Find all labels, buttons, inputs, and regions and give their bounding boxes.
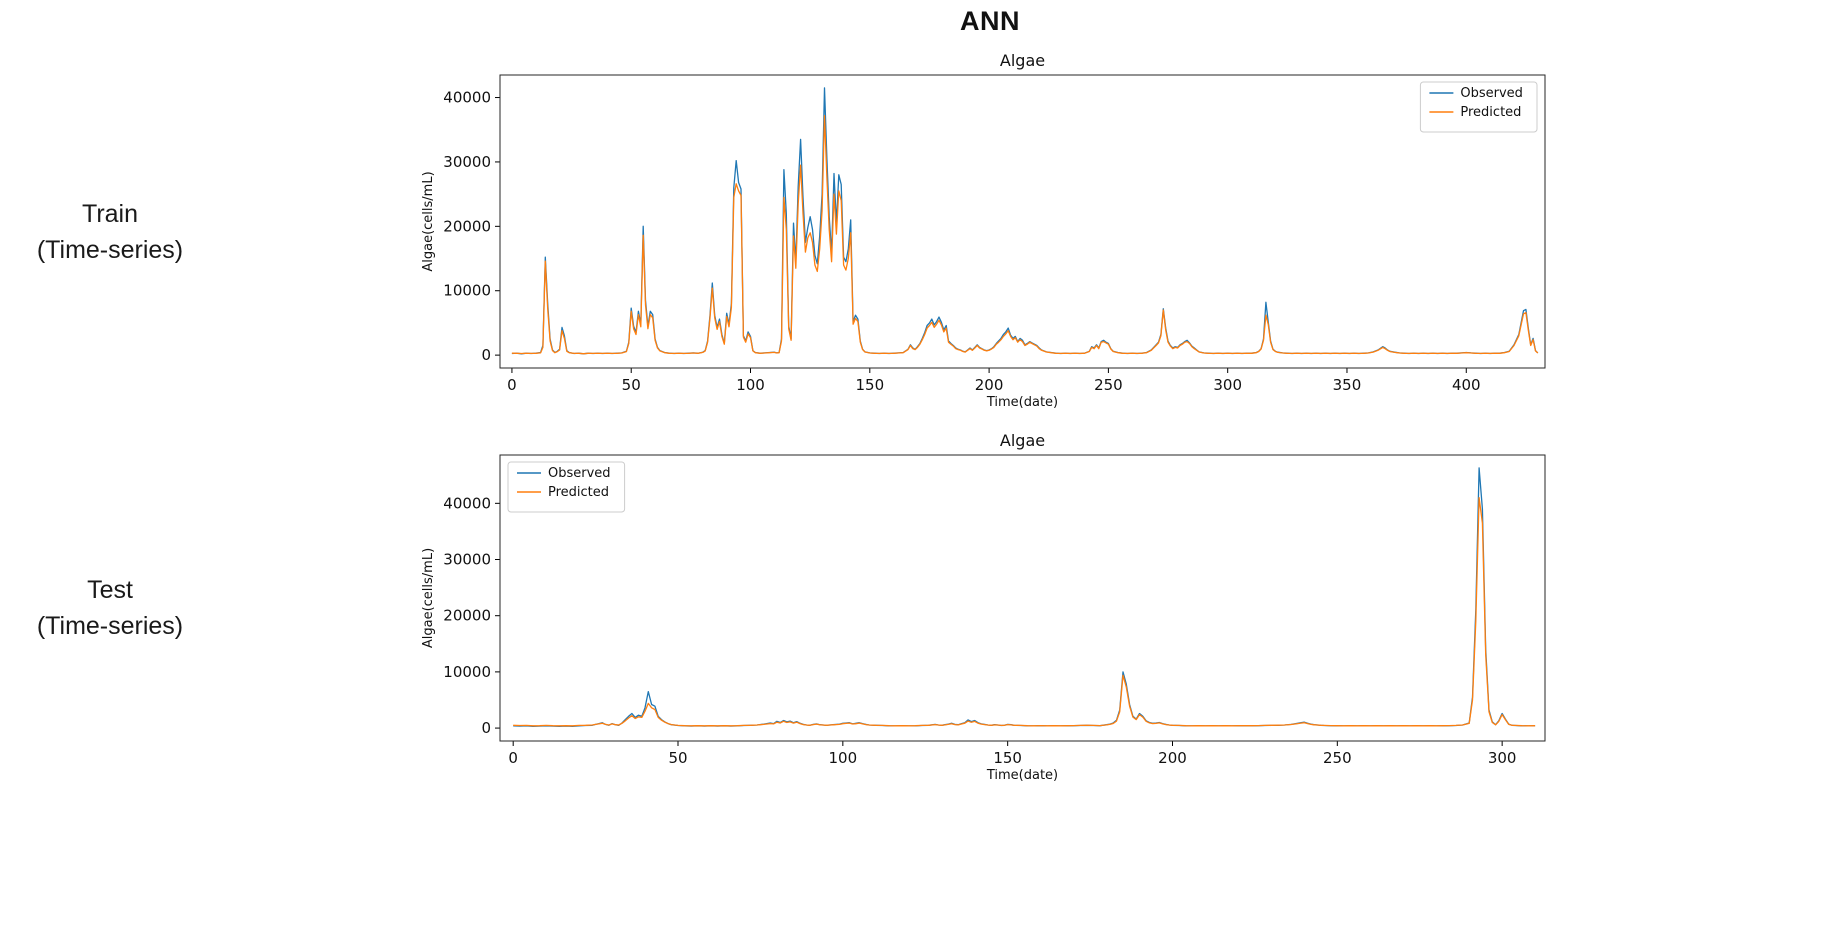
- x-tick-label: 200: [975, 376, 1004, 394]
- y-tick-label: 0: [481, 719, 491, 737]
- series-line-predicted: [511, 114, 1539, 355]
- x-tick-label: 400: [1452, 376, 1481, 394]
- legend-label-predicted: Predicted: [1460, 105, 1521, 120]
- x-tick-label: 300: [1213, 376, 1242, 394]
- y-axis-label: Algae(cells/mL): [421, 171, 436, 271]
- x-axis-label: Time(date): [986, 768, 1058, 783]
- x-tick-label: 50: [668, 749, 687, 767]
- legend-label-observed: Observed: [548, 466, 611, 481]
- train-label-line2: (Time-series): [36, 236, 184, 265]
- legend: Observed Predicted: [1419, 81, 1538, 133]
- x-tick-label: 200: [1158, 749, 1187, 767]
- y-tick-label: 20000: [443, 607, 491, 625]
- y-tick-label: 30000: [443, 551, 491, 569]
- y-tick-label: 20000: [443, 217, 491, 235]
- legend: Observed Predicted: [507, 461, 626, 513]
- y-tick-label: 40000: [443, 89, 491, 107]
- x-axis-label: Time(date): [986, 395, 1058, 410]
- x-tick-label: 300: [1488, 749, 1517, 767]
- test-chart: 0 50 100 150 200 250 300 0 10000 20000 30000 40000 A…: [421, 431, 1546, 783]
- y-tick-label: 30000: [443, 153, 491, 171]
- x-tick-label: 150: [993, 749, 1022, 767]
- x-tick-label: 150: [855, 376, 884, 394]
- test-row-label: Test (Time-series): [0, 572, 220, 645]
- test-label-line2: (Time-series): [36, 612, 184, 641]
- plot-area: [500, 75, 1545, 368]
- x-tick-label: 0: [508, 749, 518, 767]
- page-title: ANN: [960, 6, 1020, 36]
- y-tick-label: 10000: [443, 282, 491, 300]
- chart-title: Algae: [1000, 431, 1045, 450]
- plot-area: [500, 455, 1545, 741]
- test-label-line1: Test: [87, 576, 133, 604]
- chart-title: Algae: [1000, 51, 1045, 70]
- plot-border: [499, 74, 1546, 369]
- x-tick-label: 100: [736, 376, 765, 394]
- y-tick-label: 10000: [443, 663, 491, 681]
- y-tick-label: 40000: [443, 494, 491, 512]
- x-tick-label: 50: [622, 376, 641, 394]
- legend-label-predicted: Predicted: [548, 485, 609, 500]
- x-tick-label: 0: [507, 376, 517, 394]
- train-chart-container: 0 50 100 150 200 250 300 350 400 0 10000 20000 30000…: [400, 45, 1558, 418]
- train-label-line1: Train: [81, 200, 139, 228]
- legend-box: [507, 461, 626, 513]
- x-tick-label: 100: [829, 749, 858, 767]
- legend-label-observed: Observed: [1460, 86, 1523, 101]
- test-chart-container: 0 50 100 150 200 250 300 0 10000 20000 30000 40000 A…: [400, 425, 1558, 791]
- y-axis-label: Algae(cells/mL): [421, 548, 436, 648]
- x-tick-label: 250: [1094, 376, 1123, 394]
- train-row-label: Train (Time-series): [0, 196, 220, 269]
- train-chart: 0 50 100 150 200 250 300 350 400 0 10000 20000 30000…: [421, 51, 1546, 410]
- legend-box: [1419, 81, 1538, 133]
- x-tick-label: 250: [1323, 749, 1352, 767]
- y-tick-label: 0: [481, 346, 491, 364]
- x-tick-label: 350: [1333, 376, 1362, 394]
- plot-border: [499, 454, 1546, 742]
- series-line-predicted: [513, 497, 1536, 727]
